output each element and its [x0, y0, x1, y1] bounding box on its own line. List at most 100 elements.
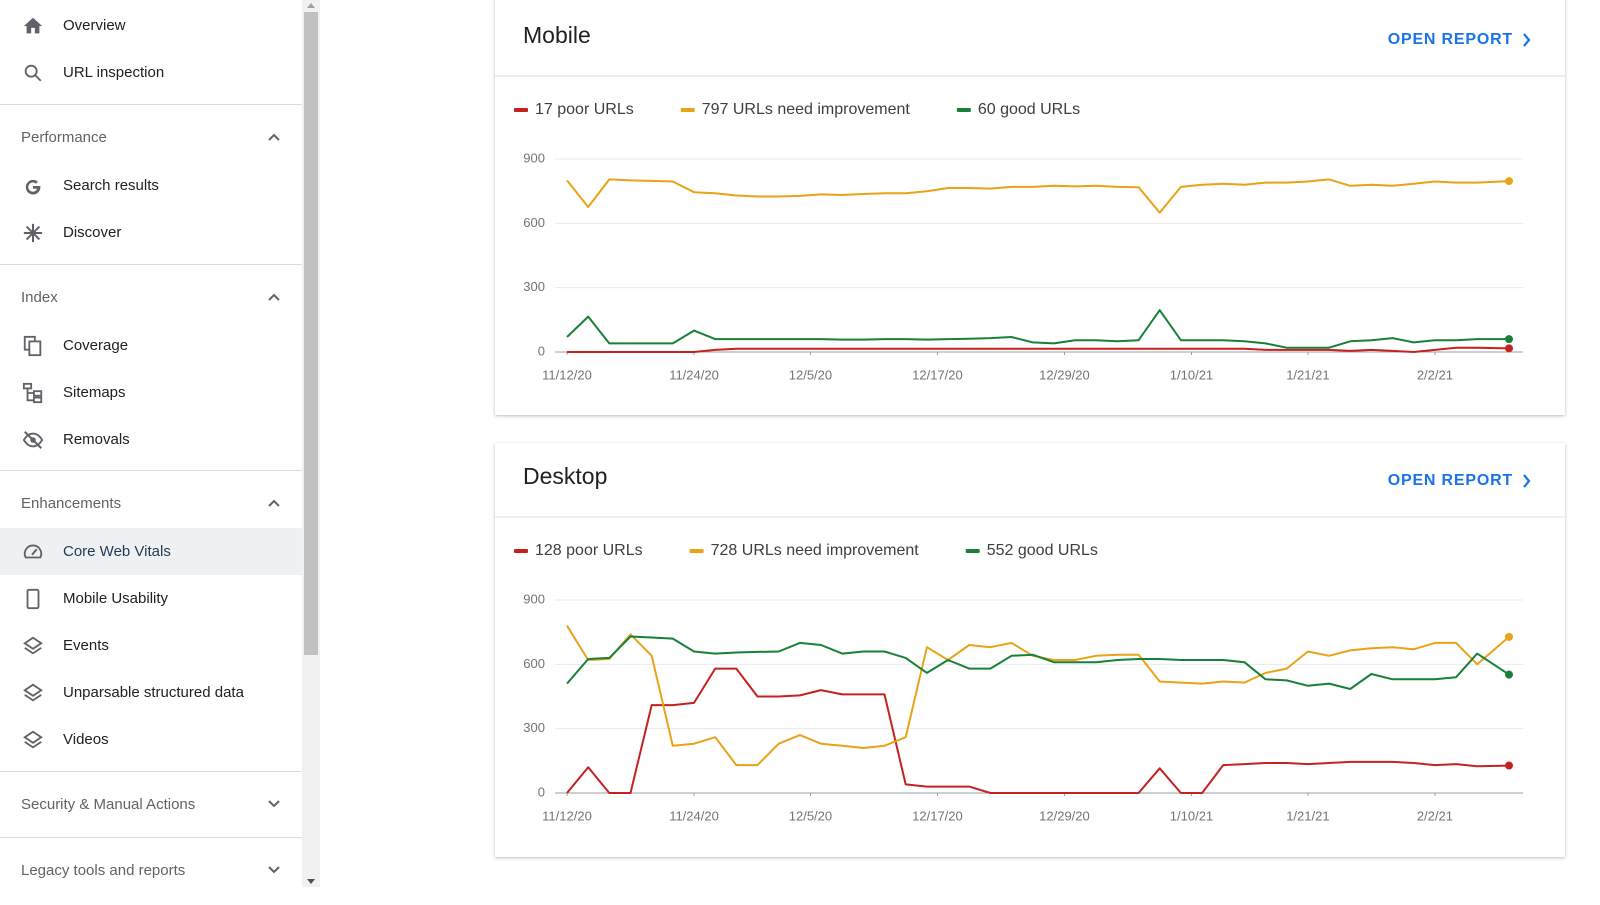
- nav-label: Coverage: [63, 337, 129, 354]
- divider: [0, 264, 302, 265]
- legend-label: 128 poor URLs: [535, 542, 643, 559]
- x-tick-label: 11/12/20: [542, 808, 592, 823]
- card-chart: Desktop OPEN REPORT 128 poor URLs 728 URL…: [495, 463, 1565, 823]
- section-header[interactable]: Enhancements: [21, 494, 281, 514]
- y-tick-label: 0: [538, 343, 545, 358]
- nav-label: URL inspection: [63, 64, 165, 81]
- nav-item[interactable]: Removals: [0, 416, 302, 463]
- end-point: [1505, 344, 1513, 353]
- section-header[interactable]: Security & Manual Actions: [21, 795, 281, 815]
- x-tick-label: 12/17/20: [912, 808, 963, 823]
- x-tick-label: 11/24/20: [669, 808, 719, 823]
- section-header[interactable]: Index: [21, 288, 281, 308]
- section-title: Legacy tools and reports: [21, 862, 186, 879]
- nav-item[interactable]: Sitemaps: [0, 369, 302, 416]
- legend-swatch: [680, 108, 695, 112]
- nav-item[interactable]: Overview: [0, 2, 302, 49]
- nav-label: Events: [63, 637, 109, 654]
- divider: [0, 837, 302, 838]
- end-point: [1505, 670, 1513, 679]
- nav-label: Mobile Usability: [63, 590, 169, 607]
- open-report-link[interactable]: OPEN REPORT: [1388, 472, 1513, 489]
- card-title: Desktop: [523, 463, 607, 489]
- end-point: [1505, 761, 1513, 770]
- y-tick-label: 300: [523, 279, 545, 294]
- nav-label: Sitemaps: [63, 384, 126, 401]
- x-tick-label: 2/2/21: [1417, 367, 1453, 382]
- nav-item[interactable]: Search results: [0, 162, 302, 209]
- legend-label: 797 URLs need improvement: [702, 101, 911, 118]
- nav-item[interactable]: Events: [0, 622, 302, 669]
- legend-label: 60 good URLs: [978, 101, 1080, 118]
- series-line: [566, 178, 1510, 214]
- x-tick-label: 12/5/20: [789, 808, 832, 823]
- y-tick-label: 900: [523, 150, 545, 165]
- nav-item[interactable]: URL inspection: [0, 49, 302, 96]
- nav-label: Removals: [63, 431, 130, 448]
- y-tick-label: 0: [538, 784, 545, 799]
- section-title: Index: [21, 289, 58, 306]
- section-title: Enhancements: [21, 495, 122, 512]
- section-title: Performance: [21, 129, 107, 146]
- y-tick-label: 300: [523, 720, 545, 735]
- nav-item[interactable]: Unparsable structured data: [0, 669, 302, 716]
- nav-item-active[interactable]: Core Web Vitals: [0, 528, 302, 575]
- nav-label: Discover: [63, 224, 122, 241]
- sidebar: Overview URL inspection Performance Sear…: [0, 0, 302, 905]
- card-title: Mobile: [523, 22, 591, 48]
- y-tick-label: 900: [523, 591, 545, 606]
- legend-swatch: [956, 108, 971, 112]
- nav-label: Overview: [63, 17, 126, 34]
- series-line: [566, 667, 1510, 794]
- y-tick-label: 600: [523, 215, 545, 230]
- nav-label: Core Web Vitals: [63, 543, 171, 560]
- divider: [0, 470, 302, 471]
- x-tick-label: 11/24/20: [669, 367, 719, 382]
- legend-swatch: [514, 549, 528, 553]
- section-title: Security & Manual Actions: [21, 796, 196, 813]
- x-tick-label: 1/10/21: [1170, 808, 1213, 823]
- legend-swatch: [689, 549, 704, 553]
- legend-label: 728 URLs need improvement: [711, 542, 920, 559]
- x-tick-label: 12/29/20: [1039, 808, 1090, 823]
- series-line: [566, 625, 1510, 767]
- section-header[interactable]: Legacy tools and reports: [21, 861, 281, 881]
- end-point: [1505, 335, 1513, 344]
- chevron[interactable]: [1523, 474, 1531, 488]
- nav-item[interactable]: Videos: [0, 716, 302, 763]
- x-tick-label: 11/12/20: [542, 367, 592, 382]
- legend-label: 552 good URLs: [987, 542, 1098, 559]
- series-line: [566, 635, 1510, 690]
- scrollbar[interactable]: [302, 0, 320, 887]
- report-card: Desktop OPEN REPORT 128 poor URLs 728 URL…: [495, 443, 1565, 857]
- card-chart: Mobile OPEN REPORT 17 poor URLs 797 URLs …: [495, 22, 1565, 382]
- nav-item[interactable]: Mobile Usability: [0, 575, 302, 622]
- nav-label: Unparsable structured data: [63, 684, 244, 701]
- x-tick-label: 1/21/21: [1286, 808, 1329, 823]
- x-tick-label: 1/10/21: [1170, 367, 1213, 382]
- open-report-link[interactable]: OPEN REPORT: [1388, 31, 1513, 48]
- x-tick-label: 1/21/21: [1286, 367, 1329, 382]
- scroll-thumb[interactable]: [304, 12, 318, 655]
- series-line: [567, 346, 1510, 353]
- end-point: [1505, 177, 1513, 186]
- x-tick-label: 12/29/20: [1039, 367, 1090, 382]
- x-tick-label: 12/5/20: [789, 367, 832, 382]
- divider: [0, 771, 302, 772]
- section-header[interactable]: Performance: [21, 128, 281, 148]
- legend-label: 17 poor URLs: [535, 101, 634, 118]
- x-tick-label: 2/2/21: [1417, 808, 1453, 823]
- nav-label: Search results: [63, 177, 159, 194]
- nav-label: Videos: [63, 731, 109, 748]
- series-line: [566, 309, 1509, 349]
- legend-swatch: [514, 108, 528, 112]
- chevron[interactable]: [1523, 33, 1531, 47]
- divider: [0, 104, 302, 105]
- legend-swatch: [965, 549, 980, 553]
- x-tick-label: 12/17/20: [912, 367, 963, 382]
- nav-item[interactable]: Coverage: [0, 322, 302, 369]
- nav-item[interactable]: Discover: [0, 209, 302, 256]
- y-tick-label: 600: [523, 656, 545, 671]
- end-point: [1505, 632, 1513, 641]
